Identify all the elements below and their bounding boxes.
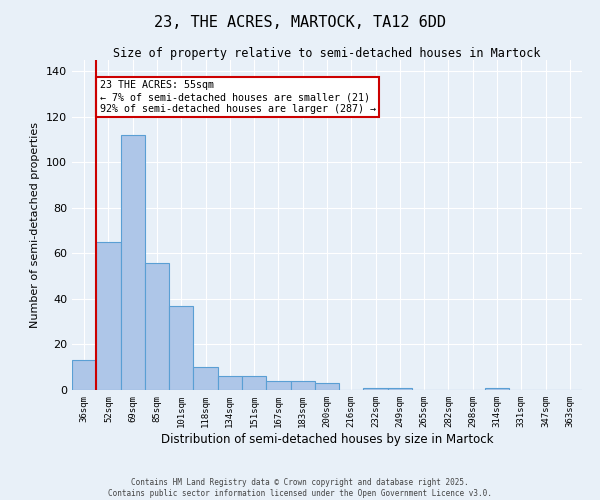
Bar <box>266 381 290 390</box>
Text: 23 THE ACRES: 55sqm
← 7% of semi-detached houses are smaller (21)
92% of semi-de: 23 THE ACRES: 55sqm ← 7% of semi-detache… <box>100 80 376 114</box>
Text: 23, THE ACRES, MARTOCK, TA12 6DD: 23, THE ACRES, MARTOCK, TA12 6DD <box>154 15 446 30</box>
Title: Size of property relative to semi-detached houses in Martock: Size of property relative to semi-detach… <box>113 47 541 60</box>
Bar <box>315 383 339 390</box>
Bar <box>242 376 266 390</box>
Bar <box>121 135 145 390</box>
Bar <box>145 262 169 390</box>
Bar <box>96 242 121 390</box>
Bar <box>485 388 509 390</box>
Text: Contains HM Land Registry data © Crown copyright and database right 2025.
Contai: Contains HM Land Registry data © Crown c… <box>108 478 492 498</box>
Bar <box>388 388 412 390</box>
Bar <box>364 388 388 390</box>
X-axis label: Distribution of semi-detached houses by size in Martock: Distribution of semi-detached houses by … <box>161 432 493 446</box>
Y-axis label: Number of semi-detached properties: Number of semi-detached properties <box>31 122 40 328</box>
Bar <box>72 360 96 390</box>
Bar <box>169 306 193 390</box>
Bar <box>193 367 218 390</box>
Bar <box>290 381 315 390</box>
Bar <box>218 376 242 390</box>
